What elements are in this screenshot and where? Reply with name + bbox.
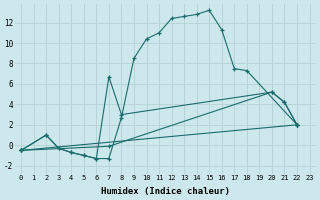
X-axis label: Humidex (Indice chaleur): Humidex (Indice chaleur) — [101, 187, 230, 196]
